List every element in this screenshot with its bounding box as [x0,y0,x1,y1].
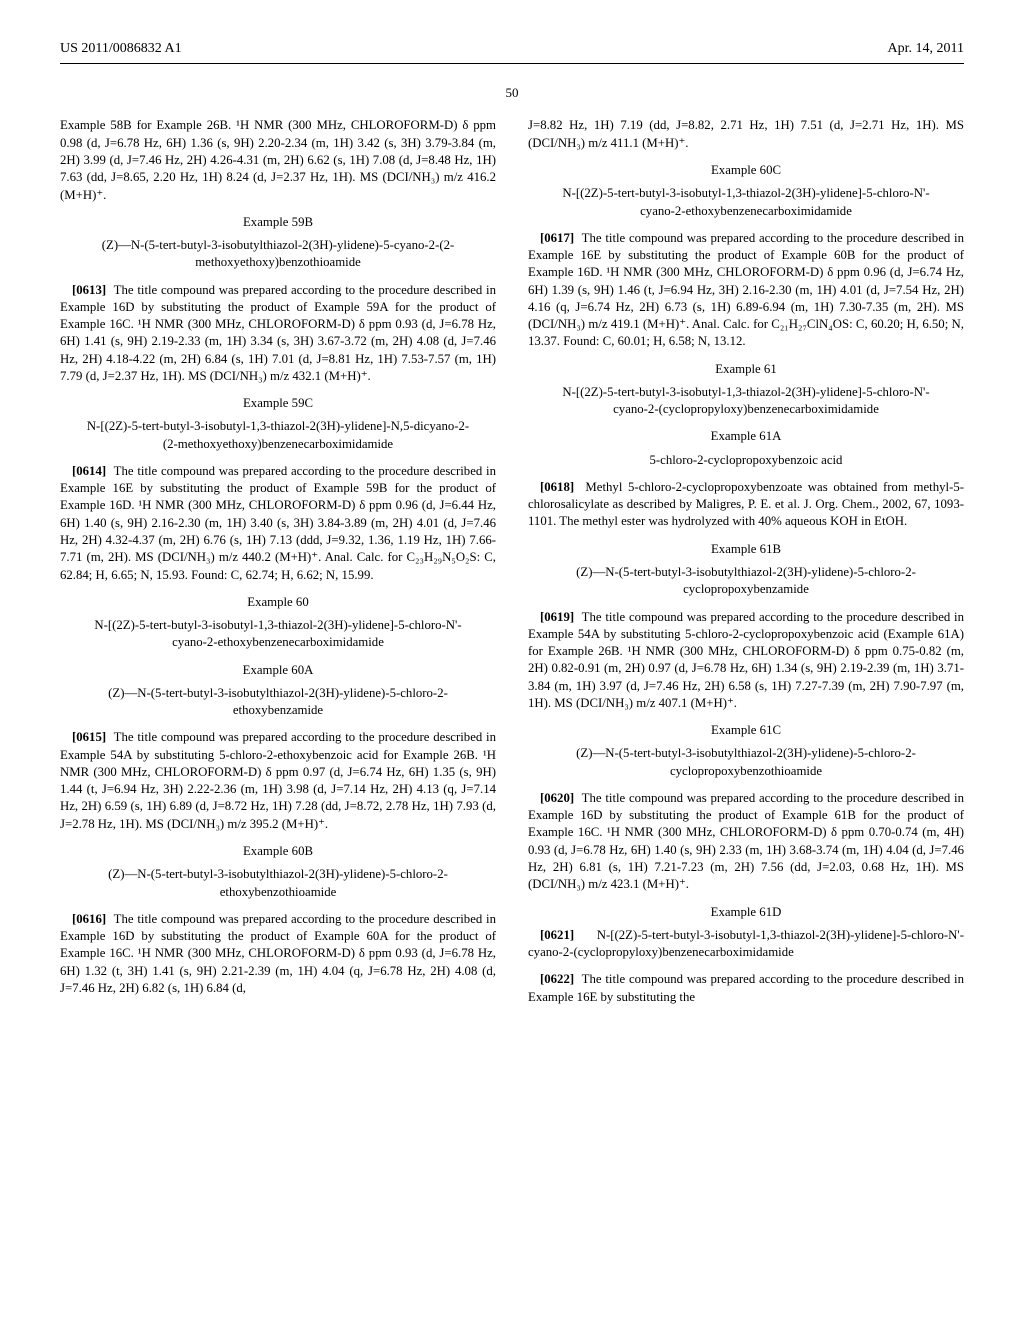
example-60c-title: N-[(2Z)-5-tert-butyl-3-isobutyl-1,3-thia… [528,185,964,220]
example-59c-num: Example 59C [60,395,496,412]
para-0615: [0615] The title compound was prepared a… [60,729,496,833]
column-right: J=8.82 Hz, 1H) 7.19 (dd, J=8.82, 2.71 Hz… [528,117,964,1015]
pnum-0613: [0613] [72,283,106,297]
pnum-0619: [0619] [540,610,574,624]
example-60a-num: Example 60A [60,662,496,679]
para-0614-text: The title compound was prepared accordin… [60,464,496,582]
example-61a-title: 5-chloro-2-cyclopropoxybenzoic acid [528,452,964,469]
para-0621: [0621] N-[(2Z)-5-tert-butyl-3-isobutyl-1… [528,927,964,962]
pnum-0618: [0618] [540,480,574,494]
para-0617-text: The title compound was prepared accordin… [528,231,964,349]
para-0619: [0619] The title compound was prepared a… [528,609,964,713]
example-59b-num: Example 59B [60,214,496,231]
para-0616: [0616] The title compound was prepared a… [60,911,496,997]
para-0619-text: The title compound was prepared accordin… [528,610,964,710]
example-61-title: N-[(2Z)-5-tert-butyl-3-isobutyl-1,3-thia… [528,384,964,419]
doc-id: US 2011/0086832 A1 [60,40,182,59]
page-header: US 2011/0086832 A1 Apr. 14, 2011 [60,40,964,64]
para-0613-text: The title compound was prepared accordin… [60,283,496,383]
pnum-0615: [0615] [72,730,106,744]
para-0620: [0620] The title compound was prepared a… [528,790,964,894]
example-60-num: Example 60 [60,594,496,611]
example-59b-title: (Z)—N-(5-tert-butyl-3-isobutylthiazol-2(… [60,237,496,272]
content-columns: Example 58B for Example 26B. ¹H NMR (300… [60,117,964,1015]
page-number: 50 [60,84,964,102]
example-61c-title: (Z)—N-(5-tert-butyl-3-isobutylthiazol-2(… [528,745,964,780]
para-58b-cont: Example 58B for Example 26B. ¹H NMR (300… [60,117,496,203]
para-0622: [0622] The title compound was prepared a… [528,971,964,1006]
example-61b-title: (Z)—N-(5-tert-butyl-3-isobutylthiazol-2(… [528,564,964,599]
example-60-title: N-[(2Z)-5-tert-butyl-3-isobutyl-1,3-thia… [60,617,496,652]
para-0622-text: The title compound was prepared accordin… [528,972,964,1003]
para-0618-text: Methyl 5-chloro-2-cyclopropoxybenzoate w… [528,480,964,529]
pnum-0621: [0621] [540,928,574,942]
para-0615-text: The title compound was prepared accordin… [60,730,496,830]
pnum-0620: [0620] [540,791,574,805]
para-0614: [0614] The title compound was prepared a… [60,463,496,584]
example-60a-title: (Z)—N-(5-tert-butyl-3-isobutylthiazol-2(… [60,685,496,720]
pnum-0616: [0616] [72,912,106,926]
example-61b-num: Example 61B [528,541,964,558]
pnum-0617: [0617] [540,231,574,245]
example-59c-title: N-[(2Z)-5-tert-butyl-3-isobutyl-1,3-thia… [60,418,496,453]
para-0621-text: N-[(2Z)-5-tert-butyl-3-isobutyl-1,3-thia… [528,928,964,959]
pnum-0614: [0614] [72,464,106,478]
example-61-num: Example 61 [528,361,964,378]
example-60c-num: Example 60C [528,162,964,179]
pnum-0622: [0622] [540,972,574,986]
para-0618: [0618] Methyl 5-chloro-2-cyclopropoxyben… [528,479,964,531]
example-60b-title: (Z)—N-(5-tert-butyl-3-isobutylthiazol-2(… [60,866,496,901]
para-0620-text: The title compound was prepared accordin… [528,791,964,891]
para-0616-text: The title compound was prepared accordin… [60,912,496,995]
doc-date: Apr. 14, 2011 [888,40,964,59]
para-60b-cont: J=8.82 Hz, 1H) 7.19 (dd, J=8.82, 2.71 Hz… [528,117,964,152]
example-61a-num: Example 61A [528,428,964,445]
example-61c-num: Example 61C [528,722,964,739]
example-61d-num: Example 61D [528,904,964,921]
column-left: Example 58B for Example 26B. ¹H NMR (300… [60,117,496,1015]
example-60b-num: Example 60B [60,843,496,860]
para-0617: [0617] The title compound was prepared a… [528,230,964,351]
para-0613: [0613] The title compound was prepared a… [60,282,496,386]
